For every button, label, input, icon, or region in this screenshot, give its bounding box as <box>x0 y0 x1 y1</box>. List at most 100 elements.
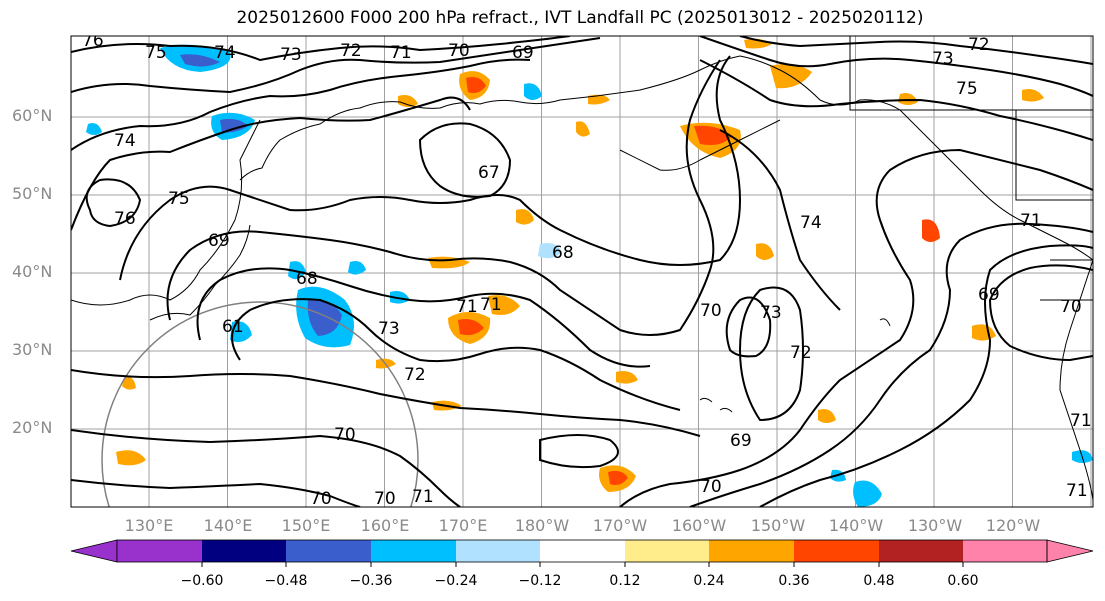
contour-label: 73 <box>378 319 400 339</box>
contour-label: 61 <box>222 317 244 337</box>
latitude-axis: 60°N 50°N 40°N 30°N 20°N <box>12 106 52 437</box>
negative-anomaly-patch <box>86 123 102 135</box>
colorbar-tick-label: −0.24 <box>435 573 478 589</box>
contour-label: 71 <box>456 297 478 317</box>
negative-anomaly-patch <box>307 299 342 336</box>
positive-anomaly-patch <box>818 409 836 423</box>
contour-label: 70 <box>448 41 470 61</box>
positive-anomaly-patch <box>1022 89 1044 102</box>
contour-label: 71 <box>1066 481 1088 501</box>
positive-anomaly-patch <box>466 77 486 94</box>
colorbar-extend-left <box>70 539 118 563</box>
longitude-label: 160°E <box>361 516 410 535</box>
map-frame <box>70 35 1094 508</box>
contour-label: 71 <box>412 487 434 507</box>
colorbar-bin <box>794 540 879 562</box>
latitude-label: 20°N <box>12 418 52 437</box>
contour-label: 69 <box>512 43 534 63</box>
longitude-label: 180°W <box>515 516 570 535</box>
contour-label: 69 <box>730 431 752 451</box>
colorbar-tick-label: 0.12 <box>609 573 640 589</box>
contour-label: 73 <box>280 45 302 65</box>
colorbar-frame <box>116 539 1048 563</box>
longitude-label: 150°W <box>751 516 806 535</box>
colorbar-bin <box>625 540 709 562</box>
colorbar-bin <box>540 540 625 562</box>
contour-label: 74 <box>800 213 822 233</box>
negative-anomaly-patch <box>538 243 562 259</box>
positive-anomaly-patch <box>116 450 146 466</box>
contour-label: 70 <box>700 301 722 321</box>
negative-anomaly-patch <box>180 54 220 67</box>
contour-label: 68 <box>296 269 318 289</box>
positive-anomaly-patch <box>756 243 774 260</box>
contour-label: 70 <box>374 489 396 509</box>
contour-label: 75 <box>168 189 190 209</box>
colorbar-bin <box>456 540 540 562</box>
longitude-label: 120°W <box>986 516 1041 535</box>
colorbar-bin <box>286 540 371 562</box>
colorbar-tick-label: −0.36 <box>350 573 393 589</box>
longitude-label: 140°W <box>829 516 884 535</box>
contour-label: 73 <box>932 49 954 69</box>
longitude-label: 130°W <box>908 516 963 535</box>
colorbar-bin <box>371 540 456 562</box>
latitude-label: 60°N <box>12 106 52 125</box>
colorbar-tick-label: 0.48 <box>863 573 894 589</box>
colorbar-tick-label: 0.24 <box>693 573 724 589</box>
longitude-label: 150°E <box>282 516 331 535</box>
contour-label: 67 <box>478 163 500 183</box>
contour-label: 71 <box>480 295 502 315</box>
colorbar-tick-label: −0.48 <box>265 573 308 589</box>
colorbar-tick-label: 0.60 <box>947 573 978 589</box>
colorbar-ticks: −0.60 −0.48 −0.36 −0.24 −0.12 0.12 0.24 0.36 0.4… <box>181 562 979 589</box>
negative-anomaly-patch <box>853 480 882 507</box>
anomaly-shading <box>86 38 1093 507</box>
range-circle <box>101 301 419 507</box>
longitude-label: 130°E <box>125 516 174 535</box>
negative-anomaly-patch <box>390 291 410 304</box>
contour-label: 69 <box>208 231 230 251</box>
contour-label: 73 <box>760 303 782 323</box>
latitude-label: 40°N <box>12 262 52 281</box>
positive-anomaly-patch <box>588 94 610 105</box>
contour-label: 70 <box>700 477 722 497</box>
contour-label: 76 <box>82 31 104 51</box>
longitude-label: 160°W <box>672 516 727 535</box>
longitude-label: 140°E <box>204 516 253 535</box>
negative-anomaly-patch <box>348 261 366 275</box>
contour-label: 70 <box>1060 297 1082 317</box>
contour-label: 74 <box>114 131 136 151</box>
refractivity-contours <box>71 36 1093 507</box>
contour-label: 72 <box>404 365 426 385</box>
contour-label: 75 <box>956 79 978 99</box>
contour-label: 71 <box>390 43 412 63</box>
colorbar-bin <box>879 540 963 562</box>
contour-label: 70 <box>310 489 332 509</box>
contour-label: 69 <box>978 285 1000 305</box>
colorbar-bin <box>117 540 202 562</box>
contour-label: 72 <box>340 41 362 61</box>
positive-anomaly-patch <box>898 93 918 105</box>
positive-anomaly-patch <box>608 470 628 486</box>
positive-anomaly-patch <box>576 121 590 137</box>
contour-label: 72 <box>968 35 990 55</box>
contour-label: 72 <box>790 343 812 363</box>
contour-labels: 76 75 74 73 72 71 70 69 74 75 76 69 67 6… <box>82 31 1092 509</box>
map-title: 2025012600 F000 200 hPa refract., IVT La… <box>236 8 924 28</box>
positive-anomaly-patch <box>616 371 638 384</box>
colorbar-bin <box>963 540 1047 562</box>
colorbar-bin <box>709 540 794 562</box>
negative-anomaly-patch <box>288 261 306 280</box>
contour-label: 71 <box>1070 411 1092 431</box>
positive-anomaly-patch <box>398 95 418 107</box>
positive-anomaly-patch <box>516 209 534 225</box>
colorbar-extend-right <box>1046 539 1094 563</box>
negative-anomaly-patch <box>220 118 248 133</box>
contour-label: 71 <box>1020 211 1042 231</box>
contour-label: 70 <box>334 425 356 445</box>
positive-anomaly-patch <box>122 377 136 390</box>
longitude-label: 170°W <box>593 516 648 535</box>
positive-anomaly-patch <box>458 319 484 336</box>
